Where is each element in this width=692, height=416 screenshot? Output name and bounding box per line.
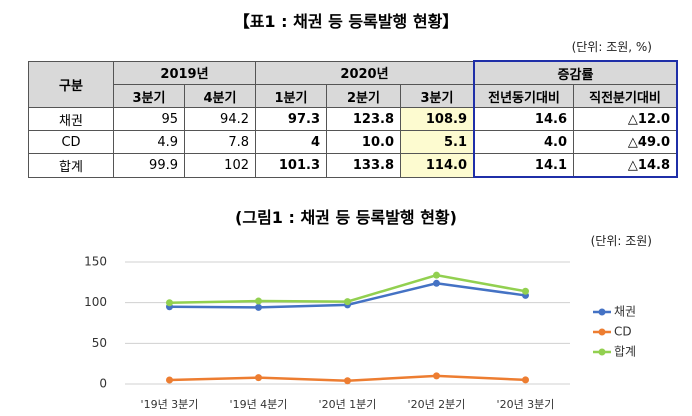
legend-marker	[598, 348, 606, 356]
series-line	[169, 374, 526, 382]
data-cell: 94.2	[184, 107, 256, 131]
data-point	[166, 376, 173, 384]
row-label: 채권	[28, 107, 114, 131]
data-cell: 4.0	[473, 130, 574, 154]
x-tick-label: '19년 3분기	[141, 398, 199, 411]
data-point	[344, 301, 351, 309]
data-cell: △12.0	[573, 107, 678, 131]
data-row: CD 4.9 7.8 4 10.0 5.1 4.0 △49.0	[28, 130, 678, 154]
row-label: 합계	[28, 153, 114, 178]
header-cell: 2019년	[113, 60, 256, 85]
data-point	[255, 374, 262, 382]
data-cell: 133.8	[326, 153, 401, 178]
header-cell: 3분기	[400, 84, 475, 108]
series-line	[169, 273, 526, 304]
data-point	[166, 299, 173, 307]
data-point	[433, 279, 440, 287]
data-cell: △14.8	[573, 153, 678, 178]
data-cell: 7.8	[184, 130, 256, 154]
data-row: 합계 99.9 102 101.3 133.8 114.0 14.1 △14.8	[28, 153, 678, 178]
data-cell: 4	[255, 130, 327, 154]
y-tick-label: 100	[84, 295, 107, 309]
header-row: 3분기 4분기 1분기 2분기 3분기 전년동기대비 직전분기대비	[29, 84, 678, 108]
data-cell: 99.9	[113, 153, 185, 178]
series-line	[169, 282, 526, 309]
legend-label: CD	[614, 325, 632, 339]
header-row: 구분 2019년 2020년 증감률	[28, 60, 678, 108]
header-cell: 1분기	[255, 84, 327, 108]
data-point	[433, 271, 440, 279]
data-point	[522, 291, 529, 299]
data-cell: △49.0	[573, 130, 678, 154]
data-cell: 95	[113, 107, 185, 131]
data-cell: 114.0	[400, 153, 475, 178]
data-point	[255, 297, 262, 305]
data-point	[344, 377, 351, 385]
data-cell: 5.1	[400, 130, 475, 154]
y-tick-label: 0	[99, 377, 107, 391]
data-point	[344, 298, 351, 306]
header-cell: 전년동기대비	[473, 84, 574, 108]
legend-marker	[598, 328, 606, 336]
table-title: 【표1 : 채권 등 등록발행 현황】	[233, 12, 459, 31]
x-tick-label: '20년 1분기	[319, 398, 377, 411]
data-cell: 101.3	[255, 153, 327, 178]
header-cell: 직전분기대비	[573, 84, 678, 108]
x-tick-label: '19년 4분기	[230, 398, 288, 411]
legend-label: 합계	[614, 345, 636, 359]
data-cell: 10.0	[326, 130, 401, 154]
row-label: CD	[28, 130, 114, 154]
header-cell: 4분기	[184, 84, 256, 108]
data-point	[166, 303, 173, 311]
data-point	[255, 303, 262, 311]
header-cell: 구분	[28, 60, 114, 108]
data-table: 구분 2019년 2020년 증감률 3분기 4분기 1분기 2분기 3분기 전년동기대비 직전분기…	[28, 60, 678, 178]
data-cell: 108.9	[400, 107, 475, 131]
data-cell: 123.8	[326, 107, 401, 131]
data-point	[522, 376, 529, 384]
header-cell: 2분기	[326, 84, 401, 108]
data-point	[522, 287, 529, 295]
data-point	[433, 372, 440, 380]
data-cell: 102	[184, 153, 256, 178]
data-cell: 97.3	[255, 107, 327, 131]
legend-label: 채권	[614, 305, 636, 319]
x-tick-label: '20년 3분기	[497, 398, 555, 411]
header-cell: 2020년	[255, 60, 475, 85]
legend-marker	[598, 308, 606, 316]
data-cell: 14.1	[473, 153, 574, 178]
data-row: 채권 95 94.2 97.3 123.8 108.9 14.6 △12.0	[28, 107, 678, 131]
data-cell: 14.6	[473, 107, 574, 131]
header-cell: 3분기	[113, 84, 185, 108]
chart-unit: (단위: 조원)	[590, 234, 652, 248]
data-cell: 4.9	[113, 130, 185, 154]
header-cell: 증감률	[473, 60, 678, 85]
y-tick-label: 50	[92, 336, 107, 350]
chart-title: (그림1 : 채권 등 등록발행 현황)	[235, 208, 457, 227]
x-tick-label: '20년 2분기	[408, 398, 466, 411]
table-unit: (단위: 조원, %)	[571, 40, 652, 54]
y-tick-label: 150	[84, 255, 107, 269]
